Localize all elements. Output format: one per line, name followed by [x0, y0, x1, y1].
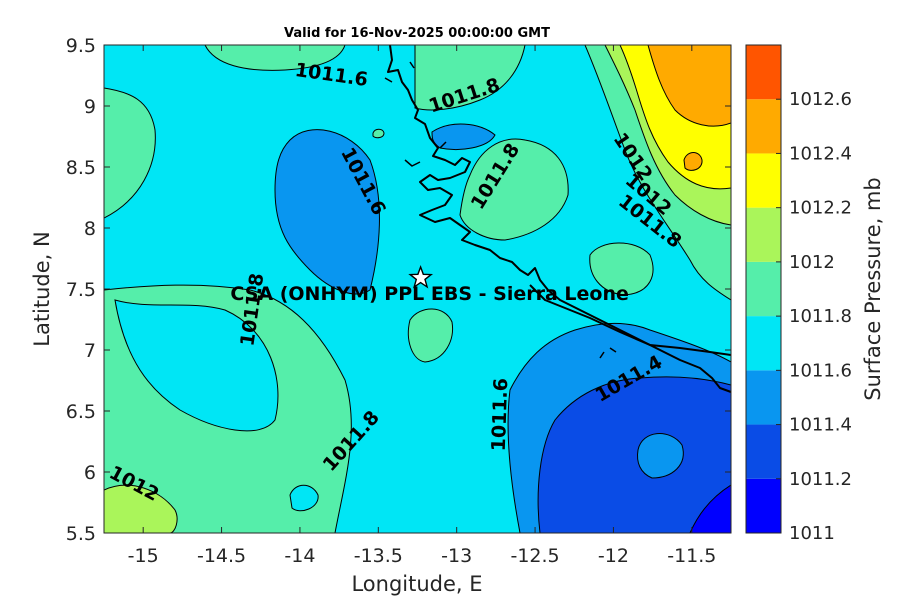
colorbar-tick-label: 1011.8 [789, 306, 852, 327]
contour-map-area [104, 45, 731, 533]
colorbar-tick-label: 1011.6 [789, 360, 852, 381]
coastline-islands [384, 61, 617, 359]
y-tick-label: 6.5 [66, 401, 96, 423]
colorbar-tick-label: 1011 [789, 523, 835, 544]
colorbar-band [746, 261, 781, 317]
x-tick-label: -11.5 [667, 545, 716, 567]
colorbar-tick-label: 1012.2 [789, 198, 852, 219]
colorbar-band [746, 478, 781, 533]
region-1011.2-southeast [537, 376, 731, 533]
colorbar-frame [745, 44, 782, 534]
border-path [529, 284, 731, 356]
region-1011.6-southwest-blob [289, 484, 319, 512]
x-tick-label: -12.5 [510, 545, 559, 567]
coastline [384, 45, 731, 393]
region-1011.4-southeast-blob [637, 433, 684, 479]
region-1011.4-west [274, 129, 380, 295]
colorbar-band [746, 424, 781, 479]
y-tick-label: 5.5 [66, 523, 96, 545]
region-1011.8-islet [372, 128, 385, 139]
y-tick-label: 6 [84, 462, 96, 484]
y-tick-label: 8 [84, 218, 96, 240]
colorbar-tick-label: 1011.2 [789, 469, 852, 490]
region-1011.8-east-blob [589, 242, 654, 296]
region-1011.4-north-blob [431, 123, 496, 150]
y-axis-label: Latitude, N [30, 231, 54, 347]
region-1011.8-north [204, 45, 346, 71]
colorbar-band [746, 207, 781, 262]
region-1011.8-north-coast [414, 45, 526, 111]
map-title: Valid for 16-Nov-2025 00:00:00 GMT [284, 26, 550, 41]
y-tick-label: 7 [84, 340, 96, 362]
colorbar-label: Surface Pressure, mb [861, 177, 885, 400]
region-1012-southwest [104, 484, 178, 533]
colorbar-band [746, 370, 781, 425]
colorbar-band [746, 316, 781, 371]
x-tick-label: -12 [598, 545, 629, 567]
colorbar: 1011 1011.2 1011.4 1011.6 1011.8 1012 1012.2 10… [745, 44, 852, 544]
x-tick-label: -15 [128, 545, 159, 567]
contour-label: 1011.6 [488, 378, 513, 452]
station-star-icon [408, 264, 434, 289]
region-1011.8-mid-blob [407, 308, 454, 363]
region-1012.4-northeast [647, 45, 731, 127]
colorbar-tick-label: 1012.4 [789, 143, 852, 164]
x-tick-label: -14.5 [197, 545, 246, 567]
station-label: CSA (ONHYM) PPL EBS - Sierra Leone [230, 283, 628, 305]
y-tick-label: 9.5 [66, 35, 96, 57]
region-1012.2-northeast-blob [683, 152, 703, 171]
colorbar-tick-label: 1012.6 [789, 89, 852, 110]
y-tick-label: 9 [84, 96, 96, 118]
x-tick-label: -13.5 [354, 545, 403, 567]
colorbar-band [746, 153, 781, 208]
colorbar-tick-label: 1011.4 [789, 415, 852, 436]
x-tick-label: -14 [284, 545, 315, 567]
colorbar-band [746, 45, 781, 100]
region-1011.6-inner-southwest [114, 299, 279, 432]
coastline-path [387, 45, 731, 393]
y-tick-label: 7.5 [66, 279, 96, 301]
region-1011.8-west [104, 87, 156, 219]
colorbar-tick-label: 1012 [789, 252, 835, 273]
contour-fills [104, 45, 731, 533]
x-tick-label: -13 [441, 545, 472, 567]
colorbar-band [746, 99, 781, 154]
y-tick-label: 8.5 [66, 157, 96, 179]
region-1011.8-central [459, 138, 569, 241]
x-axis-label: Longitude, E [351, 572, 482, 596]
